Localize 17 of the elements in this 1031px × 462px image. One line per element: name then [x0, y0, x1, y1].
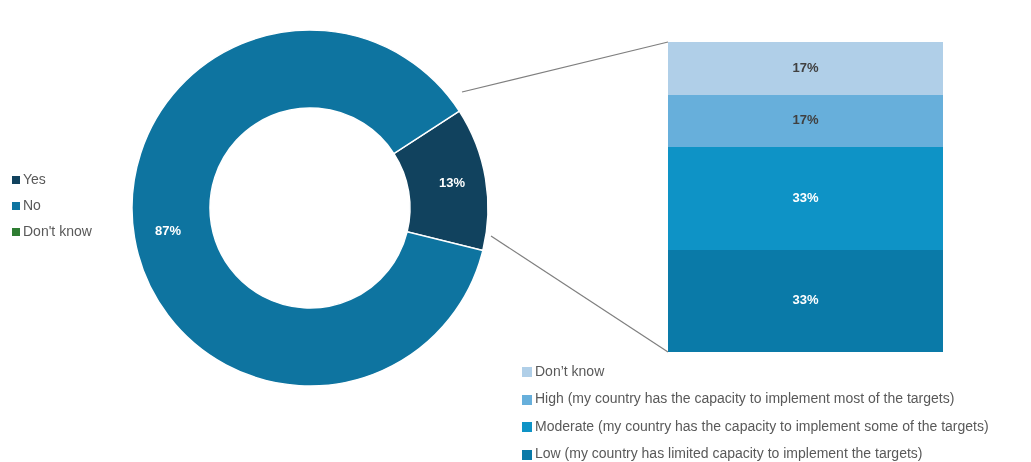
data-label: 33% [792, 189, 819, 205]
legend-label: No [23, 196, 42, 213]
bar [668, 94, 943, 148]
legend-label: Moderate (my country has the capacity to implement some of the targets) [535, 417, 989, 434]
bar [668, 42, 943, 95]
bar [668, 249, 943, 352]
legend-label: Don't know [23, 222, 93, 239]
data-label: 17% [792, 59, 819, 75]
data-label: 33% [792, 292, 819, 308]
bar [668, 147, 943, 250]
legend-label: High (my country has the capacity to implement most of the targets) [535, 390, 955, 407]
legend-label: Yes [23, 170, 46, 187]
legend-label: Don’t know [535, 362, 606, 379]
legend-label: Low (my country has limited capacity to implement the targets) [535, 445, 923, 462]
data-label: 13% [438, 175, 466, 191]
data-label: 17% [792, 112, 819, 128]
data-label: 87% [155, 223, 182, 239]
